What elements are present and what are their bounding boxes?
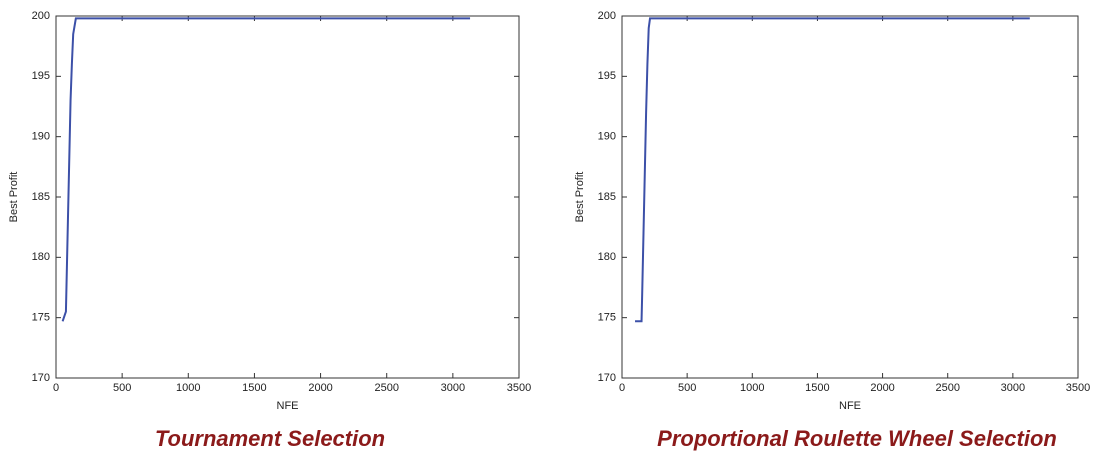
x-tick-label: 1500 bbox=[805, 382, 829, 394]
y-tick-label: 195 bbox=[598, 70, 616, 82]
chart-title: Tournament Selection bbox=[155, 426, 385, 451]
y-tick-label: 180 bbox=[32, 251, 50, 263]
x-axis-label: NFE bbox=[277, 400, 299, 412]
y-tick-label: 195 bbox=[32, 70, 50, 82]
y-tick-label: 190 bbox=[32, 131, 50, 143]
x-tick-label: 2500 bbox=[935, 382, 959, 394]
y-tick-label: 185 bbox=[598, 191, 616, 203]
x-tick-label: 500 bbox=[113, 382, 131, 394]
y-tick-label: 170 bbox=[598, 372, 616, 384]
y-tick-label: 200 bbox=[32, 10, 50, 22]
y-tick-label: 175 bbox=[598, 312, 616, 324]
plot-frame bbox=[55, 15, 520, 379]
x-tick-label: 500 bbox=[678, 382, 696, 394]
y-tick-label: 170 bbox=[32, 372, 50, 384]
x-tick-label: 1000 bbox=[176, 382, 200, 394]
x-axis-label: NFE bbox=[839, 400, 861, 412]
x-tick-label: 1000 bbox=[740, 382, 764, 394]
x-tick-label: 3500 bbox=[1066, 382, 1090, 394]
x-tick-label: 3000 bbox=[441, 382, 465, 394]
x-tick-label: 3500 bbox=[507, 382, 531, 394]
x-tick-label: 0 bbox=[53, 382, 59, 394]
x-tick-label: 0 bbox=[619, 382, 625, 394]
x-tick-label: 2500 bbox=[374, 382, 398, 394]
y-axis-label: Best Profit bbox=[574, 172, 586, 223]
y-axis-label: Best Profit bbox=[8, 172, 20, 223]
y-tick-label: 175 bbox=[32, 312, 50, 324]
y-tick-label: 200 bbox=[598, 10, 616, 22]
x-tick-label: 3000 bbox=[1001, 382, 1025, 394]
x-tick-label: 2000 bbox=[308, 382, 332, 394]
line-series bbox=[635, 17, 1030, 323]
line-series bbox=[61, 17, 471, 322]
chart-title: Proportional Roulette Wheel Selection bbox=[657, 426, 1057, 451]
y-tick-label: 190 bbox=[598, 131, 616, 143]
y-tick-label: 180 bbox=[598, 251, 616, 263]
y-tick-label: 185 bbox=[32, 191, 50, 203]
x-tick-label: 2000 bbox=[870, 382, 894, 394]
plot-frame bbox=[621, 15, 1079, 379]
x-tick-label: 1500 bbox=[242, 382, 266, 394]
